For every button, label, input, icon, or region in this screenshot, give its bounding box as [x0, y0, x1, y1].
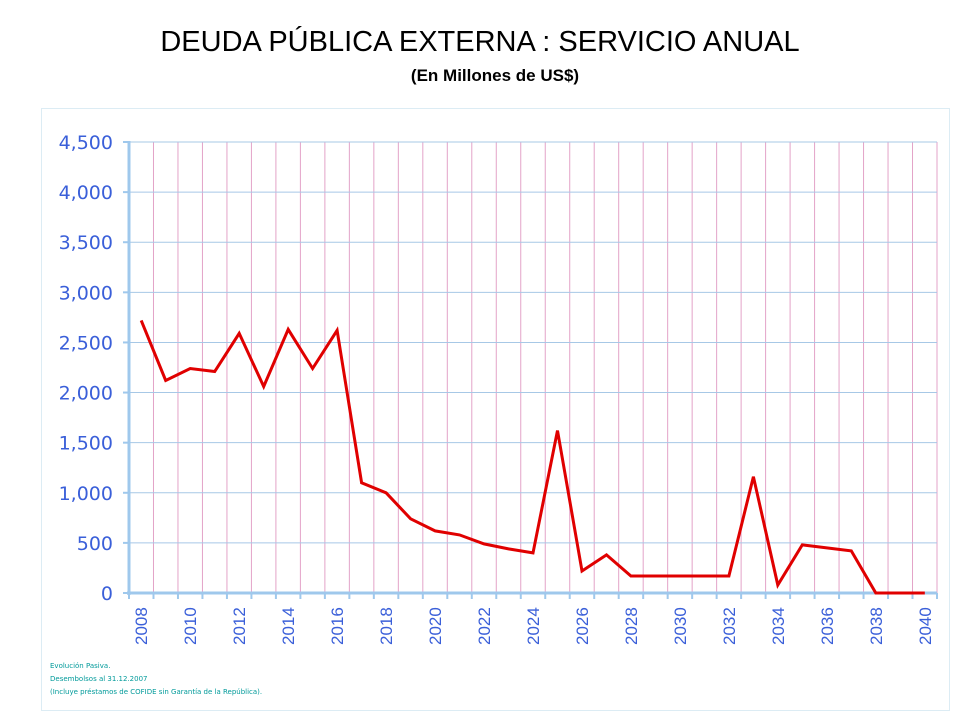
y-tick-label: 2,500: [59, 332, 113, 354]
chart-title: DEUDA PÚBLICA EXTERNA : SERVICIO ANUAL: [160, 26, 800, 58]
x-tick-label: 2016: [328, 607, 347, 645]
x-tick-label: 2012: [230, 607, 249, 645]
x-tick-label: 2036: [818, 607, 837, 645]
x-tick-label: 2028: [622, 607, 641, 645]
y-tick-label: 2,000: [59, 383, 113, 405]
x-tick-labels: 2008 2010 2012 2014 2016 2018 2020 2022 2024 2026…: [132, 607, 935, 645]
y-tick-labels: 0 500 1,000 1,500 2,000 2,500 3,000 3,500 4,000 4…: [59, 132, 113, 605]
y-tick-label: 4,000: [59, 182, 113, 204]
x-tick-label: 2008: [132, 607, 151, 645]
x-tick-label: 2020: [426, 607, 445, 645]
chart-frame: [41, 108, 950, 711]
x-tick-label: 2032: [720, 607, 739, 645]
y-tick-label: 4,500: [59, 132, 113, 154]
y-tick-label: 500: [77, 533, 113, 555]
axes: [123, 141, 938, 599]
chart-subtitle: (En Millones de US$): [410, 66, 580, 85]
horizontal-gridlines: [129, 141, 937, 544]
note-line: (Incluye préstamos de COFIDE sin Garantí…: [50, 688, 263, 696]
x-tick-label: 2038: [867, 607, 886, 645]
vertical-gridlines: [152, 142, 938, 593]
series-line: [139, 319, 925, 595]
x-tick-label: 2030: [671, 607, 690, 645]
y-tick-label: 1,000: [59, 483, 113, 505]
y-tick-label: 3,000: [59, 282, 113, 304]
chart-notes: Evolución Pasiva. Desembolsos al 31.12.2…: [50, 660, 262, 699]
y-tick-label: 3,500: [59, 232, 113, 254]
x-tick-label: 2024: [524, 607, 543, 645]
x-tick-label: 2026: [573, 607, 592, 645]
x-tick-label: 2034: [769, 607, 788, 645]
x-tick-label: 2018: [377, 607, 396, 645]
x-tick-label: 2010: [181, 607, 200, 645]
x-tick-label: 2040: [916, 607, 935, 645]
series: [139, 319, 925, 595]
x-tick-label: 2022: [475, 607, 494, 645]
y-tick-label: 1,500: [59, 433, 113, 455]
note-line: Desembolsos al 31.12.2007: [50, 675, 148, 683]
x-tick-label: 2014: [279, 607, 298, 645]
note-line: Evolución Pasiva.: [50, 662, 111, 670]
y-tick-label: 0: [101, 583, 113, 605]
